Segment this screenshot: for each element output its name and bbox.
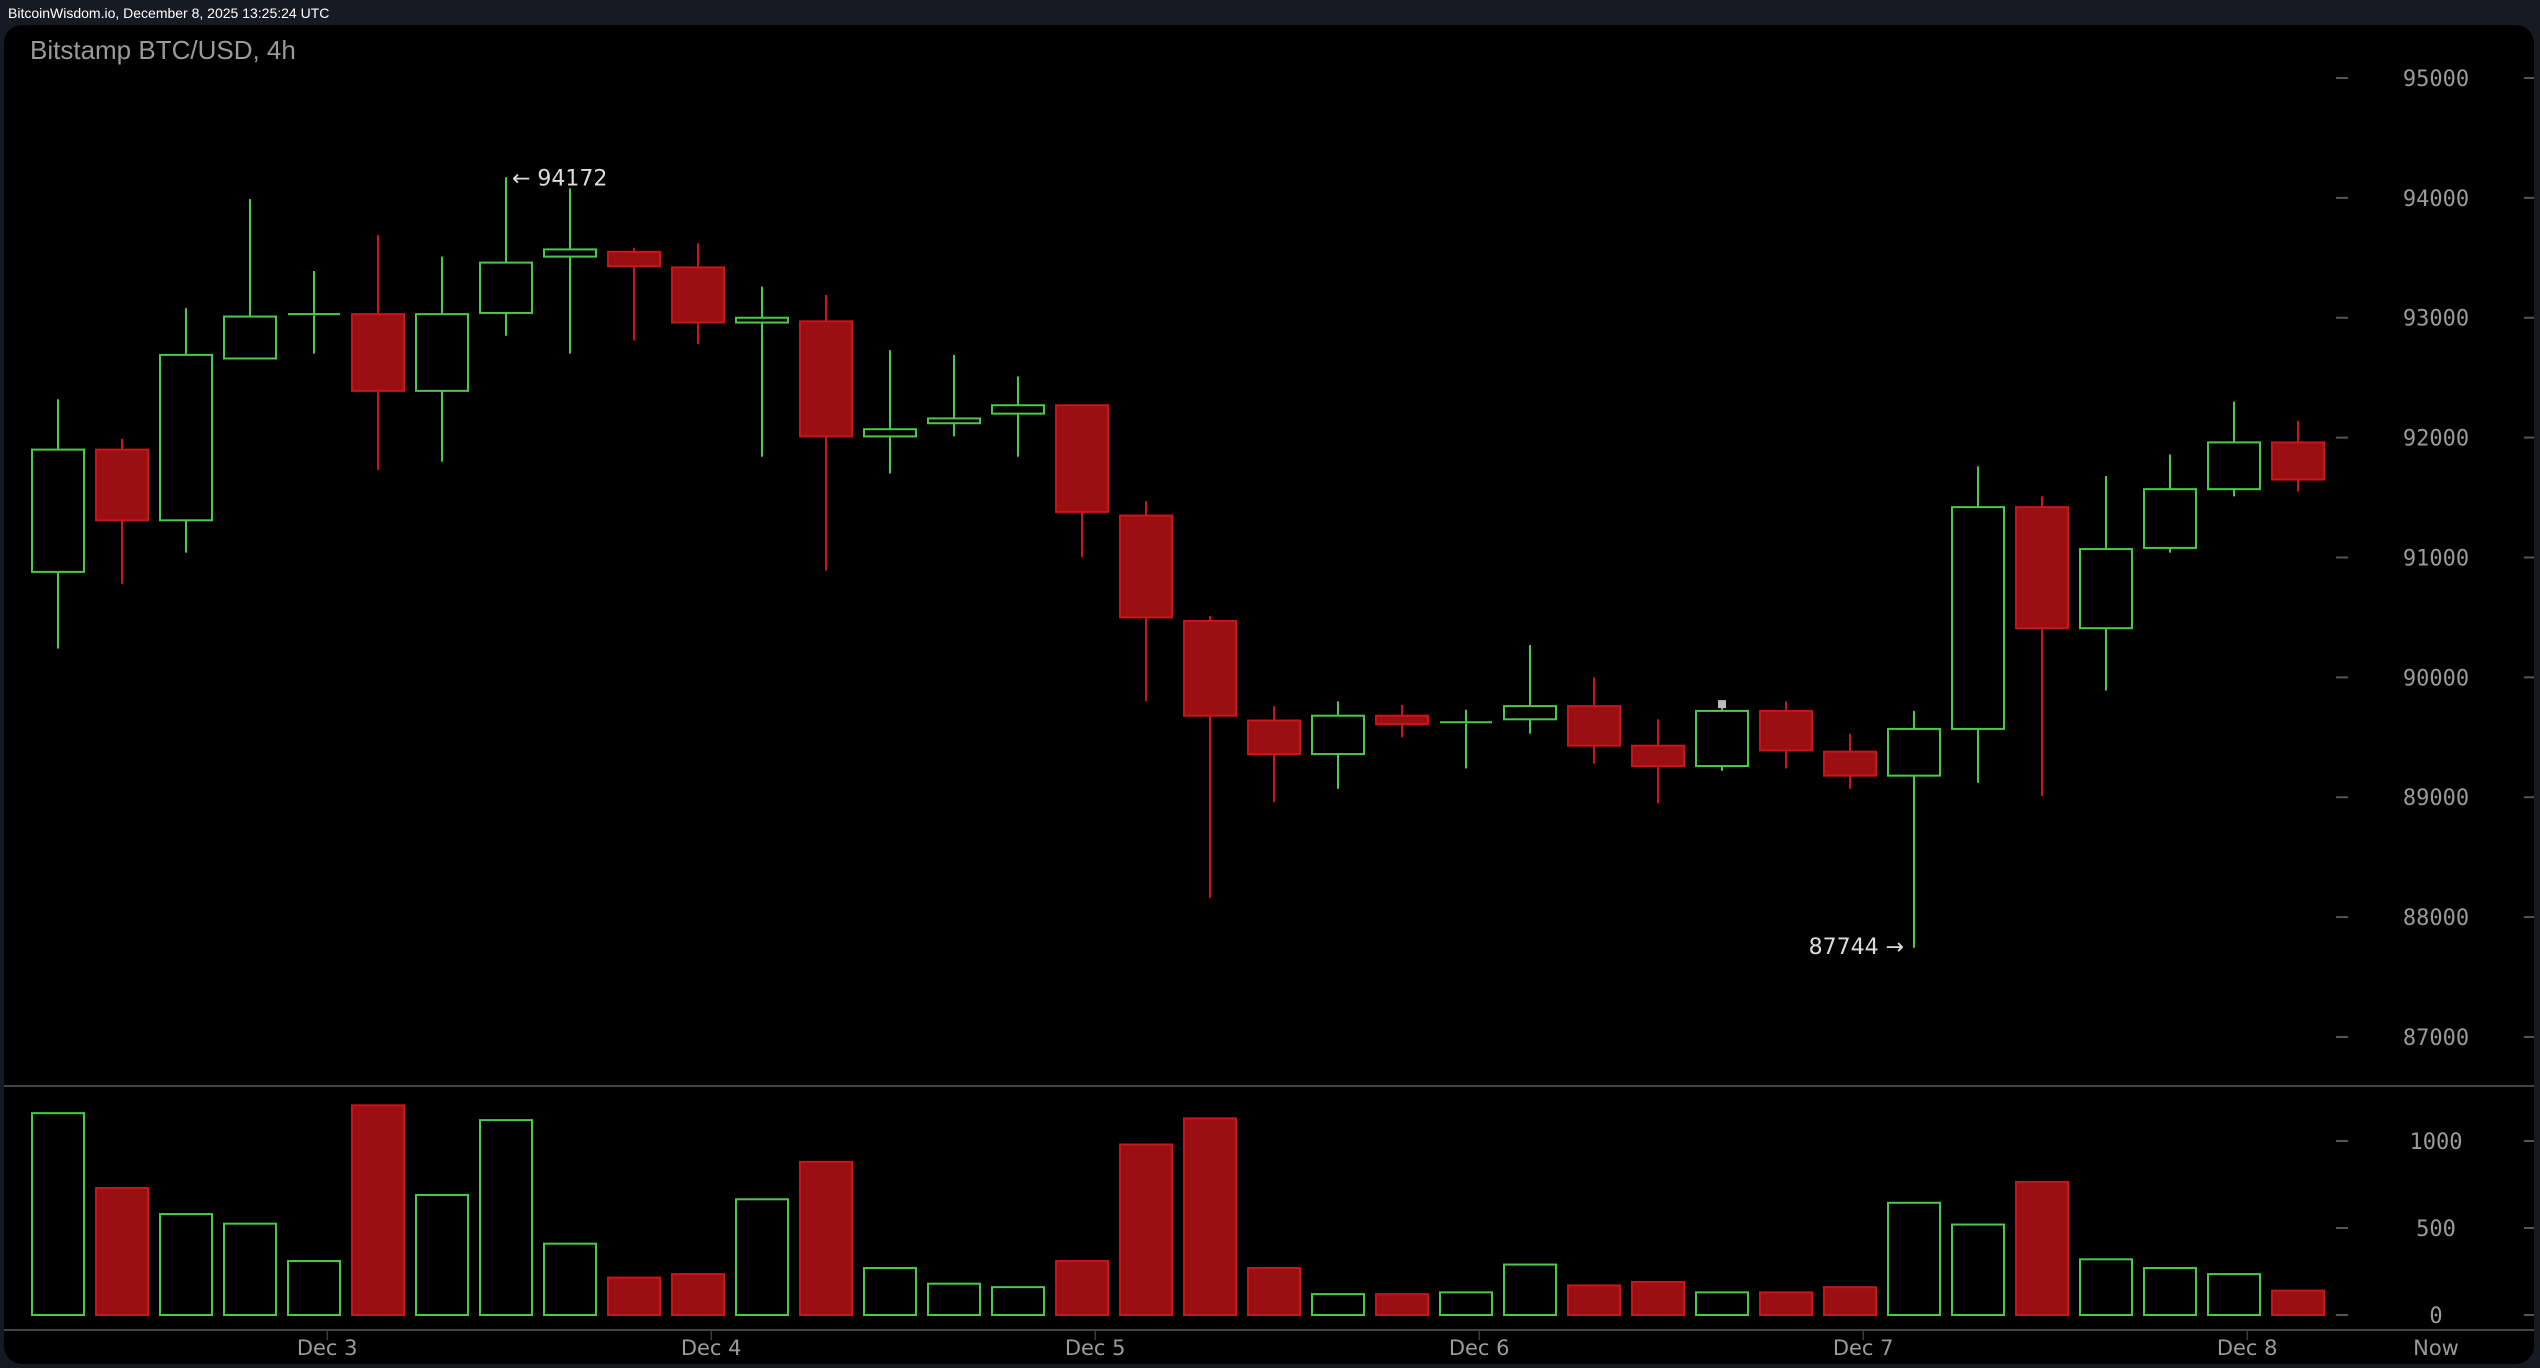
candle-body-up: [1503, 705, 1557, 721]
chart-panel: 95000 94000 93000 92000 91000 90000 89000 88000…: [4, 25, 2534, 1364]
volume-bar-down: [2015, 1180, 2069, 1317]
candle-body-down: [1119, 514, 1173, 619]
date-tick-label: Dec 7: [1833, 1336, 1894, 1360]
volume-bar-up: [1951, 1223, 2005, 1317]
candle-body-up: [1887, 727, 1941, 777]
volume-bar-up: [543, 1242, 597, 1317]
volume-bar-up: [1887, 1201, 1941, 1317]
candle-body-up: [31, 448, 85, 573]
date-tick-label: Dec 3: [297, 1336, 358, 1360]
price-tick-label: 95000: [2403, 67, 2469, 92]
candle-body-up: [863, 428, 917, 438]
candle-body-down: [1631, 744, 1685, 768]
volume-bar-down: [95, 1186, 149, 1316]
price-tick-label: 94000: [2403, 187, 2469, 212]
volume-bar-up: [1439, 1291, 1493, 1317]
date-tick-label: Dec 4: [681, 1336, 742, 1360]
volume-bar-up: [2079, 1258, 2133, 1316]
candle-body-down: [2015, 506, 2069, 630]
candle-body-down: [1759, 709, 1813, 752]
volume-bar-up: [159, 1213, 213, 1316]
candle-body-down: [1055, 404, 1109, 513]
price-tick-label: 88000: [2403, 906, 2469, 931]
volume-bar-up: [31, 1112, 85, 1317]
source-timestamp: BitcoinWisdom.io, December 8, 2025 13:25…: [8, 5, 330, 21]
date-tick-label: Now: [2413, 1336, 2459, 1360]
candle-body-up: [479, 261, 533, 314]
candlestick-chart: 95000 94000 93000 92000 91000 90000 89000 88000…: [4, 67, 2534, 1360]
candle-body-down: [1375, 714, 1429, 726]
candle-body-down: [1567, 705, 1621, 747]
candle-body-up: [1695, 709, 1749, 768]
low-annotation: 87744 →: [1809, 935, 1904, 960]
volume-bar-down: [1823, 1286, 1877, 1317]
candle-body-down: [1823, 750, 1877, 777]
volume-bar-down: [1183, 1117, 1237, 1316]
price-tick-label: 90000: [2403, 666, 2469, 691]
volume-bar-down: [1759, 1291, 1813, 1317]
volume-bar-down: [2271, 1289, 2325, 1317]
candle-body-up: [735, 316, 789, 324]
volume-bar-down: [671, 1273, 725, 1316]
candle-body-down: [351, 313, 405, 392]
candle-body-down: [799, 320, 853, 438]
volume-bar-up: [223, 1222, 277, 1317]
volume-bar-up: [991, 1286, 1045, 1317]
price-tick-label: 92000: [2403, 427, 2469, 452]
candle-body-up: [991, 404, 1045, 415]
candle-body-down: [671, 266, 725, 324]
date-tick-label: Dec 8: [2217, 1336, 2278, 1360]
volume-bar-down: [607, 1276, 661, 1316]
price-tick-label: 87000: [2403, 1026, 2469, 1051]
volume-tick-label: 500: [2416, 1217, 2456, 1242]
volume-tick-label: 1000: [2410, 1130, 2463, 1155]
volume-bar-down: [1055, 1260, 1109, 1317]
candle-body-down: [95, 448, 149, 522]
candle-body-down: [1183, 620, 1237, 717]
volume-bar-up: [863, 1267, 917, 1317]
date-tick-label: Dec 6: [1449, 1336, 1510, 1360]
price-tick-label: 89000: [2403, 786, 2469, 811]
cursor-marker: [1718, 700, 1726, 709]
high-annotation: ← 94172: [512, 166, 607, 191]
volume-bar-up: [479, 1119, 533, 1316]
volume-bar-down: [799, 1160, 853, 1316]
candle-body-up: [1311, 714, 1365, 756]
volume-bar-down: [1119, 1143, 1173, 1316]
candle-body-down: [1247, 719, 1301, 756]
volume-bar-down: [1247, 1267, 1301, 1317]
candle-body-down: [2271, 441, 2325, 481]
volume-bar-down: [1631, 1280, 1685, 1316]
volume-bar-up: [2143, 1267, 2197, 1317]
candle-body-up: [415, 313, 469, 392]
candle-body-up: [223, 315, 277, 360]
candle-body-up: [2079, 548, 2133, 630]
candle-body-up: [159, 353, 213, 522]
volume-bar-down: [1567, 1284, 1621, 1317]
price-tick-label: 91000: [2403, 546, 2469, 571]
volume-bar-down: [1375, 1293, 1429, 1316]
price-tick-label: 93000: [2403, 307, 2469, 332]
candle-body-down: [607, 250, 661, 268]
candle-body-up: [927, 417, 981, 425]
volume-bar-up: [2207, 1273, 2261, 1316]
volume-bar-up: [1503, 1263, 1557, 1317]
volume-bar-up: [735, 1198, 789, 1317]
volume-bar-up: [1311, 1293, 1365, 1316]
candle-body-up: [543, 248, 597, 258]
volume-bar-up: [287, 1260, 341, 1317]
candle-body-up: [2143, 488, 2197, 549]
volume-bar-down: [351, 1104, 405, 1316]
date-tick-label: Dec 5: [1065, 1336, 1126, 1360]
candle-body-up: [2207, 441, 2261, 491]
volume-bar-up: [927, 1282, 981, 1317]
volume-tick-label: 0: [2429, 1304, 2442, 1329]
volume-bar-up: [415, 1193, 469, 1316]
volume-bar-up: [1695, 1291, 1749, 1317]
chart-title: Bitstamp BTC/USD, 4h: [30, 35, 296, 65]
candle-body-up: [1951, 506, 2005, 730]
